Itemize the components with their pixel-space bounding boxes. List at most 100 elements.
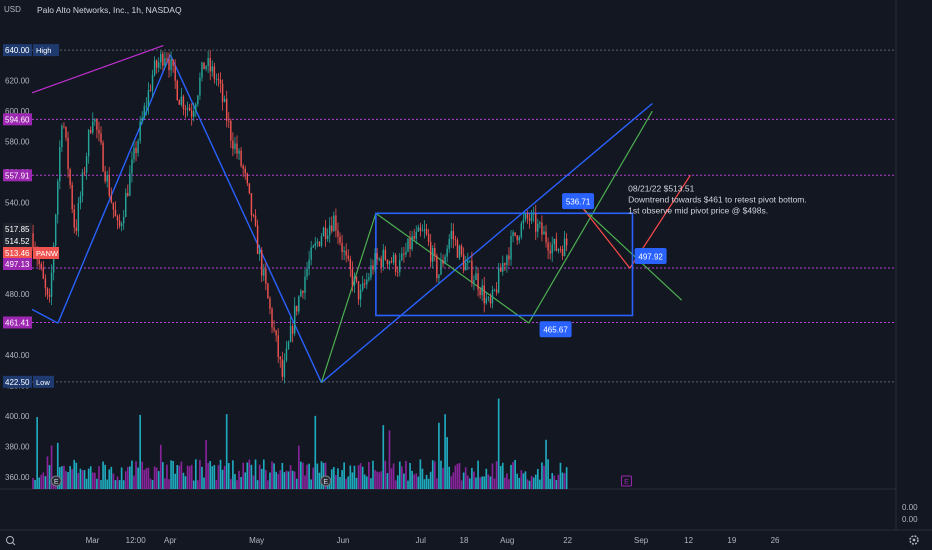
volume-bar <box>468 478 471 489</box>
candle-body <box>102 142 104 172</box>
volume-bar <box>79 468 82 489</box>
price-level-tag <box>33 44 59 57</box>
candle-body <box>296 305 298 312</box>
price-level-label: 514.52 <box>5 237 30 246</box>
candle-body <box>384 249 387 260</box>
y-tick-label: 580.00 <box>5 138 30 147</box>
candle-body <box>153 60 156 75</box>
price-level-label: 640.00 <box>5 46 30 55</box>
annotation-box <box>634 248 667 264</box>
candle-body <box>61 126 63 148</box>
price-level-badge <box>3 113 32 126</box>
candle-body <box>539 222 541 224</box>
time-axis[interactable]: Mar 12:00 Apr May Jun Jul 18 Aug 22 Sep 12 19 26 <box>6 535 919 546</box>
volume-bar <box>382 425 385 489</box>
candle-body <box>555 238 558 251</box>
candle-body <box>207 58 209 67</box>
volume-bar <box>475 477 477 489</box>
candle-body <box>258 250 261 255</box>
volume-bar <box>359 463 362 489</box>
volume-bar <box>236 480 238 489</box>
price-level-label: 557.91 <box>5 171 30 180</box>
event-marker <box>320 475 332 487</box>
trend-drawings[interactable] <box>31 44 691 384</box>
candle-body <box>502 263 504 272</box>
candle-body <box>114 209 117 217</box>
candle-body <box>333 215 335 232</box>
candle-body <box>145 106 148 108</box>
volume-bar <box>485 468 488 489</box>
volume-bar <box>526 479 529 489</box>
candle-body <box>248 183 251 194</box>
candle-body <box>304 276 306 293</box>
volume-bar <box>372 460 374 489</box>
volume-bar <box>112 473 115 489</box>
volume-bar <box>192 480 195 489</box>
volume-bar <box>306 464 308 489</box>
volume-bar <box>273 463 275 489</box>
candle-body <box>532 213 535 215</box>
candle-body <box>504 263 506 266</box>
candle-body <box>434 248 436 256</box>
volume-bar <box>180 461 183 489</box>
volume-bar <box>265 470 267 489</box>
volume-bar <box>229 478 232 489</box>
candle-body <box>180 96 183 105</box>
price-axis[interactable]: 360.00380.00400.00420.00440.00460.00480.… <box>3 44 918 524</box>
candle-body <box>541 222 543 235</box>
volume-bar <box>401 466 403 489</box>
volume-bar <box>118 480 121 489</box>
candle-body <box>279 356 281 360</box>
candle-body <box>355 276 358 282</box>
candle-body <box>52 245 55 273</box>
volume-bar <box>419 459 422 489</box>
candle-body <box>199 77 201 96</box>
candle-body <box>225 98 228 121</box>
candle-body <box>267 283 269 299</box>
volume-bar <box>318 472 321 489</box>
candle-body <box>318 241 321 246</box>
candle-body <box>403 253 405 255</box>
volume-bar <box>390 468 393 489</box>
candle-body <box>489 297 492 304</box>
volume-bar <box>199 459 201 489</box>
candle-body <box>197 95 199 105</box>
volume-bar <box>543 465 545 489</box>
blue-zigzag <box>57 54 171 324</box>
candle-body <box>32 233 34 249</box>
candle-body <box>217 78 220 80</box>
magnifier-icon-handle <box>12 542 16 546</box>
candle-body <box>182 96 185 110</box>
x-tick-label: 12 <box>684 536 693 545</box>
volume-bar <box>256 480 259 489</box>
candle-body <box>520 223 523 238</box>
volume-bar <box>269 472 271 489</box>
volume-bar <box>275 471 277 489</box>
annotations: 536.71 497.92 465.67 08/21/22 $513.51Downtr… <box>50 184 807 487</box>
volume-bar <box>349 465 352 489</box>
volume-bar <box>279 470 282 489</box>
candle-body <box>149 90 152 92</box>
volume-bar <box>491 463 494 489</box>
volume-bar <box>473 471 475 489</box>
volume-bar <box>378 472 380 489</box>
volume-bar <box>454 465 457 489</box>
volume-bar <box>487 474 490 489</box>
candle-body <box>195 104 197 112</box>
candle-body <box>450 231 452 240</box>
volume-bar <box>75 462 78 489</box>
green-trendline <box>528 110 653 324</box>
candle-body <box>347 255 349 259</box>
gear-icon <box>909 535 919 545</box>
candle-body <box>440 260 442 275</box>
candle-body <box>135 147 137 154</box>
candle-body <box>518 237 520 241</box>
symbol-title: Palo Alto Networks, Inc., 1h, NASDAQ <box>37 5 182 15</box>
candle-body <box>81 172 84 196</box>
volume-bar <box>392 463 395 489</box>
volume-bar <box>415 473 418 489</box>
price-level-tag <box>33 375 54 388</box>
candle-body <box>184 109 187 110</box>
volume-bar <box>114 480 117 489</box>
